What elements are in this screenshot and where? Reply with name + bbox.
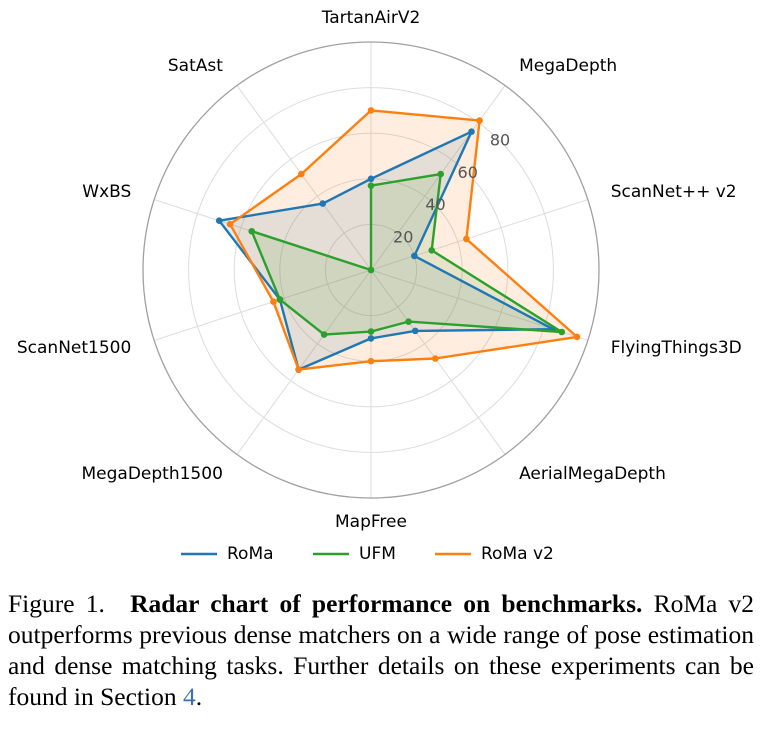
series-0-point-4 [411,327,419,335]
grid-spoke-1 [370,85,506,271]
outer-frame [142,41,600,499]
series-2-point-2 [463,235,470,243]
axis-labels: TartanAirV2 MegaDepth ScanNet++ v2 FlyingTh… [17,8,742,532]
series-fill-2 [230,110,577,370]
radar-series [215,107,581,373]
tick-label-40: 40 [425,195,445,214]
series-1-point-7 [276,296,284,303]
legend-label-0: RoMa [227,544,274,564]
series-0-point-0 [367,175,375,183]
series-1-point-0 [367,182,375,189]
legend-label-2: RoMa v2 [481,544,554,564]
series-2-point-0 [367,107,375,114]
caption-end: . [195,682,203,711]
series-2-point-8 [226,220,234,228]
axis-label-5: MapFree [335,512,407,532]
series-0-point-1 [468,128,475,135]
series-0-point-8 [215,217,223,224]
series-0-point-9 [319,200,327,207]
caption-label: Figure 1. [8,589,105,618]
axis-label-4: AerialMegaDepth [519,464,666,484]
series-1-point-6 [320,331,328,338]
series-1-point-5 [367,328,375,335]
series-1-point-2 [428,246,436,254]
axis-label-8: WxBS [82,182,131,202]
series-1-point-3 [558,328,566,336]
figure-caption: Figure 1. Radar chart of performance on … [8,588,754,712]
radar-chart: TartanAirV2 MegaDepth ScanNet++ v2 FlyingTh… [17,8,742,564]
series-2-point-6 [295,366,302,373]
series-2-point-7 [270,298,277,306]
series-2-point-9 [298,170,305,178]
legend: RoMa UFM RoMa v2 [181,544,554,564]
series-2-point-4 [432,355,439,362]
series-1-point-4 [405,318,412,325]
grid-spoke-9 [236,85,372,271]
series-1-point-8 [248,227,256,235]
legend-label-1: UFM [359,544,396,564]
series-2-point-5 [367,357,375,365]
axis-label-1: MegaDepth [519,56,617,76]
radial-tick-labels: 20 40 60 80 [393,131,510,247]
series-1-point-1 [437,170,444,178]
section-reference-link[interactable]: 4 [182,682,196,711]
series-2-point-3 [573,333,581,341]
axis-label-2: ScanNet++ v2 [611,182,737,202]
series-1-point-9 [367,266,375,274]
series-0-point-2 [411,252,418,260]
grid-spoke-4 [370,269,506,455]
caption-title: Radar chart of performance on benchmarks… [130,589,643,618]
tick-label-80: 80 [490,131,510,150]
axis-label-3: FlyingThings3D [611,338,742,358]
axis-label-9: SatAst [168,56,223,76]
series-fill-0 [219,131,554,370]
grid-spoke-2 [370,199,588,271]
series-0-point-5 [367,335,375,342]
caption-body: RoMa v2 outperforms previous dense match… [8,589,754,711]
axis-label-6: MegaDepth1500 [82,464,223,484]
tick-label-60: 60 [458,163,478,182]
tick-label-20: 20 [393,227,413,246]
series-2-point-1 [476,117,483,124]
series-fill-1 [251,174,562,335]
grid-spoke-6 [236,269,372,455]
axis-label-7: ScanNet1500 [17,338,131,358]
axis-label-0: TartanAirV2 [321,8,421,28]
grid-spoke-7 [154,269,372,341]
